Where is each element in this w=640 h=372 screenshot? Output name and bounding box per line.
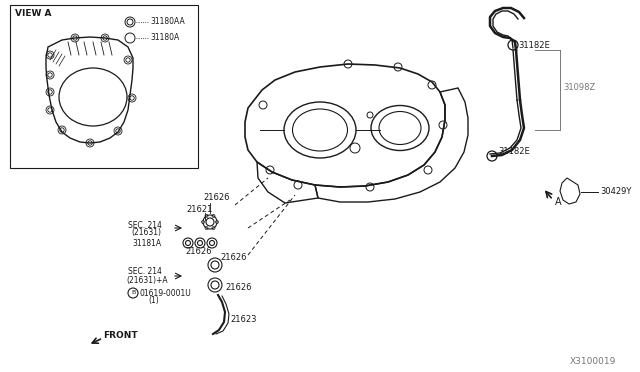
Text: (21631)+A: (21631)+A [126, 276, 168, 285]
Text: 30429Y: 30429Y [600, 187, 632, 196]
Text: 31182E: 31182E [518, 41, 550, 49]
Text: 31098Z: 31098Z [563, 83, 595, 93]
Text: 21621: 21621 [186, 205, 212, 215]
Text: X3100019: X3100019 [570, 357, 616, 366]
Text: SEC. 214: SEC. 214 [128, 267, 162, 276]
Text: 31181A: 31181A [132, 238, 161, 247]
Text: 21626: 21626 [203, 193, 230, 202]
Text: 31180AA: 31180AA [150, 17, 185, 26]
Text: VIEW A: VIEW A [15, 10, 51, 19]
Text: 21623: 21623 [230, 315, 257, 324]
Text: 01619-0001U: 01619-0001U [140, 289, 192, 298]
Text: B: B [131, 291, 135, 295]
Text: 21626: 21626 [185, 247, 211, 257]
Text: (1): (1) [148, 296, 159, 305]
Text: (21631): (21631) [131, 228, 161, 237]
Bar [10, 5, 198, 168]
Text: A: A [555, 197, 562, 207]
Text: 21626: 21626 [225, 283, 252, 292]
Text: 31180A: 31180A [150, 33, 179, 42]
Text: 21626: 21626 [220, 253, 246, 263]
Text: FRONT: FRONT [103, 331, 138, 340]
Text: SEC. 214: SEC. 214 [128, 221, 162, 230]
Text: 31182E: 31182E [498, 148, 530, 157]
